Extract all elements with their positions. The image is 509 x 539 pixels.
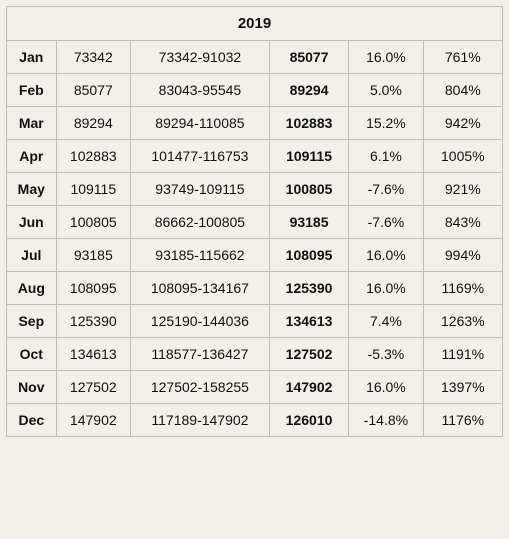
cell-month: Dec [7,404,57,437]
cell-close: 125390 [269,272,348,305]
cell-total-pct: 843% [423,206,502,239]
cell-total-pct: 1397% [423,371,502,404]
cell-month: Nov [7,371,57,404]
table-row: Dec147902117189-147902126010-14.8%1176% [7,404,503,437]
cell-close: 89294 [269,74,348,107]
cell-range: 108095-134167 [130,272,269,305]
cell-month: Jan [7,41,57,74]
cell-range: 127502-158255 [130,371,269,404]
cell-range: 86662-100805 [130,206,269,239]
table-row: May10911593749-109115100805-7.6%921% [7,173,503,206]
cell-range: 89294-110085 [130,107,269,140]
cell-range: 93185-115662 [130,239,269,272]
cell-month: Jul [7,239,57,272]
cell-month: Sep [7,305,57,338]
cell-month: Mar [7,107,57,140]
cell-range: 93749-109115 [130,173,269,206]
cell-range: 117189-147902 [130,404,269,437]
cell-open: 93185 [56,239,130,272]
cell-month: Feb [7,74,57,107]
cell-total-pct: 1263% [423,305,502,338]
cell-mo-pct: 15.2% [349,107,423,140]
cell-open: 102883 [56,140,130,173]
cell-month: Jun [7,206,57,239]
cell-total-pct: 1191% [423,338,502,371]
cell-mo-pct: -7.6% [349,173,423,206]
cell-close: 109115 [269,140,348,173]
cell-total-pct: 761% [423,41,502,74]
cell-month: Apr [7,140,57,173]
cell-open: 108095 [56,272,130,305]
cell-total-pct: 994% [423,239,502,272]
cell-month: Aug [7,272,57,305]
cell-mo-pct: 16.0% [349,41,423,74]
cell-range: 83043-95545 [130,74,269,107]
cell-mo-pct: 16.0% [349,371,423,404]
table-row: Jun10080586662-10080593185-7.6%843% [7,206,503,239]
cell-open: 109115 [56,173,130,206]
cell-close: 127502 [269,338,348,371]
cell-open: 85077 [56,74,130,107]
table-row: Jul9318593185-11566210809516.0%994% [7,239,503,272]
cell-open: 73342 [56,41,130,74]
cell-range: 73342-91032 [130,41,269,74]
cell-range: 125190-144036 [130,305,269,338]
cell-open: 127502 [56,371,130,404]
forecast-table: 2019 Jan7334273342-910328507716.0%761%Fe… [6,6,503,437]
table-row: Nov127502127502-15825514790216.0%1397% [7,371,503,404]
table-row: Feb8507783043-95545892945.0%804% [7,74,503,107]
cell-month: Oct [7,338,57,371]
cell-close: 126010 [269,404,348,437]
cell-open: 134613 [56,338,130,371]
cell-mo-pct: 7.4% [349,305,423,338]
cell-total-pct: 942% [423,107,502,140]
cell-open: 125390 [56,305,130,338]
cell-close: 134613 [269,305,348,338]
cell-close: 85077 [269,41,348,74]
cell-total-pct: 1005% [423,140,502,173]
cell-range: 118577-136427 [130,338,269,371]
cell-mo-pct: 16.0% [349,239,423,272]
cell-close: 100805 [269,173,348,206]
cell-month: May [7,173,57,206]
cell-total-pct: 1169% [423,272,502,305]
cell-mo-pct: 5.0% [349,74,423,107]
cell-mo-pct: -5.3% [349,338,423,371]
year-header: 2019 [7,7,503,41]
cell-total-pct: 804% [423,74,502,107]
cell-open: 147902 [56,404,130,437]
cell-mo-pct: 16.0% [349,272,423,305]
cell-mo-pct: -7.6% [349,206,423,239]
table-row: Mar8929489294-11008510288315.2%942% [7,107,503,140]
table-row: Aug108095108095-13416712539016.0%1169% [7,272,503,305]
table-row: Apr102883101477-1167531091156.1%1005% [7,140,503,173]
cell-close: 93185 [269,206,348,239]
cell-open: 100805 [56,206,130,239]
table-row: Jan7334273342-910328507716.0%761% [7,41,503,74]
cell-mo-pct: 6.1% [349,140,423,173]
cell-total-pct: 921% [423,173,502,206]
cell-close: 147902 [269,371,348,404]
cell-mo-pct: -14.8% [349,404,423,437]
table-row: Sep125390125190-1440361346137.4%1263% [7,305,503,338]
cell-close: 102883 [269,107,348,140]
cell-range: 101477-116753 [130,140,269,173]
table-body: Jan7334273342-910328507716.0%761%Feb8507… [7,41,503,437]
table-row: Oct134613118577-136427127502-5.3%1191% [7,338,503,371]
cell-open: 89294 [56,107,130,140]
cell-total-pct: 1176% [423,404,502,437]
cell-close: 108095 [269,239,348,272]
